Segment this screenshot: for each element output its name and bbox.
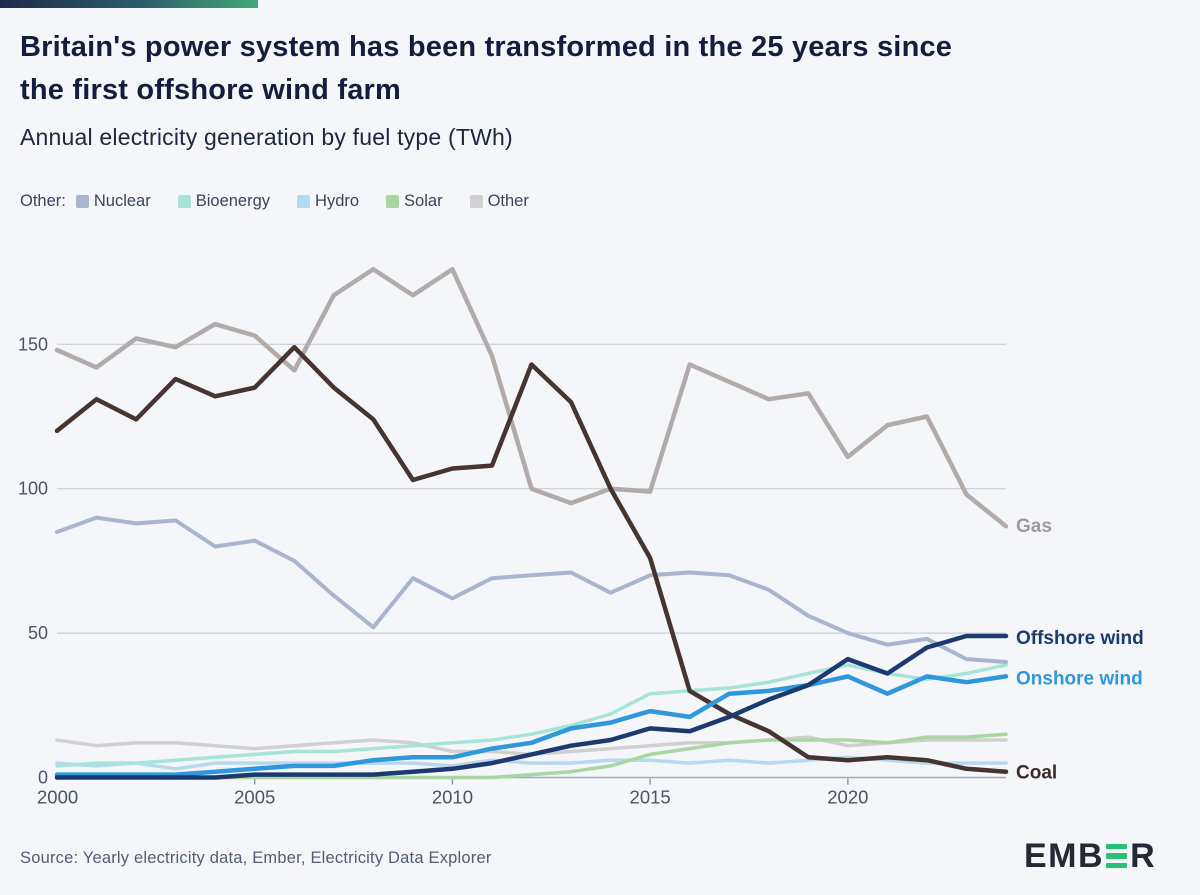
series-line-nuclear xyxy=(55,515,1008,664)
series-line-offshore-wind xyxy=(54,633,1009,780)
other-swatch xyxy=(469,195,483,208)
chart-subtitle: Annual electricity generation by fuel ty… xyxy=(20,124,513,150)
legend-item-other: Other xyxy=(469,192,529,211)
legend: Other: Nuclear Bioenergy Hydro Solar Oth… xyxy=(20,192,556,211)
ember-logo-text-emb: EMB xyxy=(1024,837,1105,875)
y-tick-label: 150 xyxy=(18,334,48,354)
page-title-line1: Britain's power system has been transfor… xyxy=(20,31,953,63)
legend-prefix: Other: xyxy=(20,192,66,210)
hydro-swatch xyxy=(297,195,311,208)
x-tick-label: 2010 xyxy=(432,787,473,808)
page-title: Britain's power system has been transfor… xyxy=(20,26,1160,112)
y-tick-label: 0 xyxy=(38,768,48,788)
bioenergy-swatch xyxy=(177,195,191,208)
y-tick-label: 50 xyxy=(28,623,48,643)
legend-item-solar: Solar xyxy=(386,192,443,211)
series-label-offshore-wind: Offshore wind xyxy=(1016,628,1144,649)
legend-item-nuclear: Nuclear xyxy=(75,192,151,211)
legend-label: Other xyxy=(487,192,529,210)
series-label-coal: Coal xyxy=(1016,763,1057,784)
series-label-gas: Gas xyxy=(1016,516,1052,537)
series-line-coal xyxy=(54,344,1009,774)
x-tick-label: 2020 xyxy=(827,787,868,808)
brand-gradient-bar xyxy=(0,0,258,8)
legend-label: Solar xyxy=(404,192,443,210)
legend-label: Bioenergy xyxy=(195,192,271,210)
ember-logo-text-r: R xyxy=(1130,837,1157,875)
series-line-hydro xyxy=(55,755,1008,771)
legend-label: Nuclear xyxy=(93,192,151,210)
solar-swatch xyxy=(386,195,400,208)
series-line-gas xyxy=(54,266,1009,529)
line-chart: 0 50 100 150 2000 2005 2010 2015 2020 Gas Coal Onsh… xyxy=(18,266,1144,808)
nuclear-swatch xyxy=(75,195,89,208)
series-line-onshore-wind xyxy=(54,674,1009,777)
x-tick-label: 2005 xyxy=(234,787,275,808)
legend-label: Hydro xyxy=(315,192,360,210)
series-label-onshore-wind: Onshore wind xyxy=(1016,668,1143,689)
x-tick-label: 2000 xyxy=(37,787,78,808)
page-title-line2: the first offshore wind farm xyxy=(20,74,402,106)
legend-item-bioenergy: Bioenergy xyxy=(177,192,271,211)
x-tick-label: 2015 xyxy=(630,787,671,808)
series-line-bioenergy xyxy=(55,663,1008,768)
ember-logo-e-bars-icon xyxy=(1106,843,1128,869)
source-note: Source: Yearly electricity data, Ember, … xyxy=(20,849,492,867)
legend-item-hydro: Hydro xyxy=(297,192,359,211)
ember-logo: EMB R xyxy=(1024,839,1156,873)
y-tick-label: 100 xyxy=(18,479,48,499)
